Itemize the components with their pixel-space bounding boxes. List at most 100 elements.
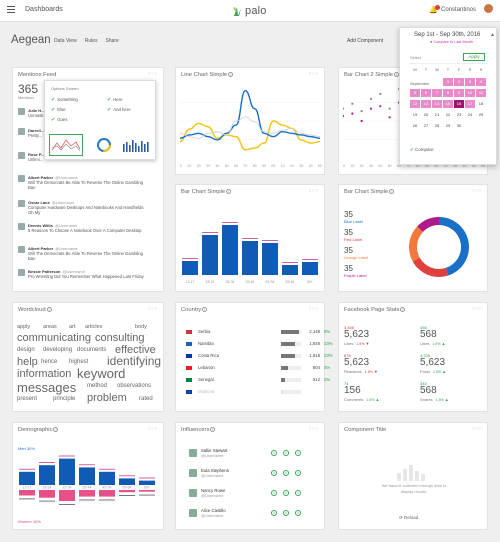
wordcloud-word[interactable]: present [17, 396, 38, 402]
calendar-day[interactable]: 6 [421, 89, 431, 97]
date-range[interactable]: Sep 1st - Sep 30th, 2016 [414, 32, 481, 38]
calendar-day[interactable]: 7 [432, 89, 442, 97]
panel-menu-icon[interactable]: ○○○ [308, 188, 319, 194]
calendar-day[interactable]: 1 [443, 78, 453, 86]
calendar-day[interactable]: 27 [423, 123, 429, 128]
feed-item[interactable]: Albert Parker @Username Will The Democrats… [18, 246, 153, 266]
panel-menu-icon[interactable]: ○○○ [147, 426, 158, 432]
share-icon[interactable]: ☺ [295, 490, 301, 496]
wordcloud-word[interactable]: areas [43, 324, 57, 330]
notification-icon[interactable]: 🔔 [429, 7, 438, 14]
calendar-day[interactable]: 4 [476, 78, 486, 86]
chevron-up-icon[interactable]: ▲ [490, 32, 495, 38]
panel-menu-icon[interactable]: ○○○ [471, 426, 482, 432]
influencer-row[interactable]: Nancy Rowe @Username ☺ ☺ ☺ [189, 487, 334, 501]
calendar-day[interactable]: 11 [476, 89, 486, 97]
wordcloud-word[interactable]: keyword [77, 366, 126, 381]
wordcloud-word[interactable]: principle [53, 396, 76, 402]
wordcloud-word[interactable]: observations [117, 383, 152, 389]
wordcloud-word[interactable]: documents [77, 347, 107, 353]
wordcloud-word[interactable]: information [17, 368, 72, 380]
menu-icon[interactable] [7, 6, 15, 13]
wordcloud-word[interactable]: effective [115, 344, 156, 356]
country-row[interactable]: Costa Rica 1,818 23% [186, 353, 336, 361]
heart-icon[interactable]: ☺ [283, 490, 289, 496]
calendar-day[interactable]: 22 [445, 112, 451, 117]
calendar-day[interactable]: 29 [445, 123, 451, 128]
option-line-chart-thumb[interactable] [49, 134, 83, 156]
calendar-day[interactable]: 5 [410, 89, 420, 97]
option-here[interactable]: ✔ Here [107, 97, 123, 103]
share-icon[interactable]: ☺ [295, 470, 301, 476]
wordcloud-word[interactable]: articles [85, 324, 103, 330]
influencer-row[interactable]: Alice Castillo @Username ☺ ☺ ☺ [189, 507, 334, 521]
add-component-button[interactable]: Add Component [347, 38, 384, 44]
panel-menu-icon[interactable]: ○○○ [147, 71, 158, 77]
wordcloud-word[interactable]: method [87, 383, 108, 389]
option-something[interactable]: ✔ Something [51, 97, 78, 103]
reload-button[interactable]: ⟳ Reload [399, 515, 419, 520]
option-donut-thumb[interactable] [87, 134, 121, 156]
share-link[interactable]: Share [105, 38, 119, 44]
share-icon[interactable]: ☺ [295, 510, 301, 516]
calendar-day[interactable]: 18 [478, 101, 484, 106]
panel-menu-icon[interactable]: ○○○ [471, 306, 482, 312]
calendar-day[interactable]: 10 [465, 89, 475, 97]
country-row[interactable]: Serbia 2,148 5% [186, 329, 336, 337]
wordcloud-word[interactable]: body [135, 324, 147, 330]
country-row[interactable]: Lebanon 804 4% [186, 365, 336, 373]
wordcloud-word[interactable]: design [17, 347, 35, 353]
smile-icon[interactable]: ☺ [271, 510, 277, 516]
nav-dashboards-link[interactable]: Dashboards [25, 6, 63, 13]
feed-item[interactable]: Dennis Willis @Username 5 Reasons To Choos… [18, 223, 153, 243]
wordcloud-word[interactable]: problem [87, 392, 127, 404]
panel-menu-icon[interactable]: ○○○ [471, 188, 482, 194]
calendar-day[interactable]: 19 [412, 112, 418, 117]
influencer-row[interactable]: Eula Stephens @Username ☺ ☺ ☺ [189, 467, 334, 481]
panel-menu-icon[interactable]: ○○○ [308, 306, 319, 312]
wordcloud-word[interactable]: rated [139, 396, 153, 402]
rules-link[interactable]: Rules [84, 38, 98, 44]
calendar-day[interactable]: 8 [443, 89, 453, 97]
calendar-day[interactable]: 17 [465, 100, 475, 108]
calendar-day[interactable]: 3 [465, 78, 475, 86]
calendar-day[interactable]: 2 [454, 78, 464, 86]
avatar[interactable] [484, 4, 493, 13]
feed-item[interactable]: Albert Parker @Username Will The Democrats… [18, 175, 153, 195]
country-row[interactable]: Namibia 1,848 23% [186, 341, 336, 349]
smile-icon[interactable]: ☺ [271, 450, 277, 456]
country-row[interactable]: Senegal 512 2% [186, 377, 336, 385]
share-icon[interactable]: ☺ [295, 450, 301, 456]
calendar-day[interactable]: 13 [421, 100, 431, 108]
calendar-day[interactable]: 21 [434, 112, 440, 117]
calendar-day[interactable]: 24 [467, 112, 473, 117]
wordcloud-word[interactable]: hence [41, 359, 58, 365]
calendar-day[interactable]: 23 [456, 112, 462, 117]
wordcloud-word[interactable]: consulting [95, 332, 145, 344]
calendar-day[interactable]: 9 [454, 89, 464, 97]
wordcloud-word[interactable]: messages [17, 380, 77, 395]
option-bar-thumb[interactable] [121, 134, 153, 156]
data-view-link[interactable]: Data View [54, 38, 77, 44]
calendar-day[interactable]: 26 [412, 123, 418, 128]
wordcloud-word[interactable]: highest [69, 359, 89, 365]
option-else[interactable]: ✔ Else [51, 107, 66, 113]
apply-button[interactable]: Apply [463, 53, 485, 61]
country-row[interactable]: Moldova [186, 389, 336, 397]
feed-item[interactable]: Bessie Patterson @Username Pro Wrestling D… [18, 269, 153, 289]
wordcloud-word[interactable]: art [69, 324, 76, 330]
panel-menu-icon[interactable]: ○○○ [308, 71, 319, 77]
heart-icon[interactable]: ☺ [283, 510, 289, 516]
heart-icon[interactable]: ☺ [283, 450, 289, 456]
calendar-day[interactable]: 30 [456, 123, 462, 128]
calendar-day[interactable]: 12 [410, 100, 420, 108]
calendar-day[interactable]: 28 [434, 123, 440, 128]
smile-icon[interactable]: ☺ [271, 490, 277, 496]
calendar-day[interactable]: 15 [443, 100, 453, 108]
feed-item[interactable]: Oscar Lane @Username Computer Hardware Des… [18, 200, 153, 220]
wordcloud-word[interactable]: apply [17, 324, 31, 330]
panel-menu-icon[interactable]: ○○○ [147, 306, 158, 312]
user-name[interactable]: Constantinos [441, 7, 477, 13]
calendar-day[interactable]: 20 [423, 112, 429, 117]
panel-menu-icon[interactable]: ○○○ [308, 426, 319, 432]
